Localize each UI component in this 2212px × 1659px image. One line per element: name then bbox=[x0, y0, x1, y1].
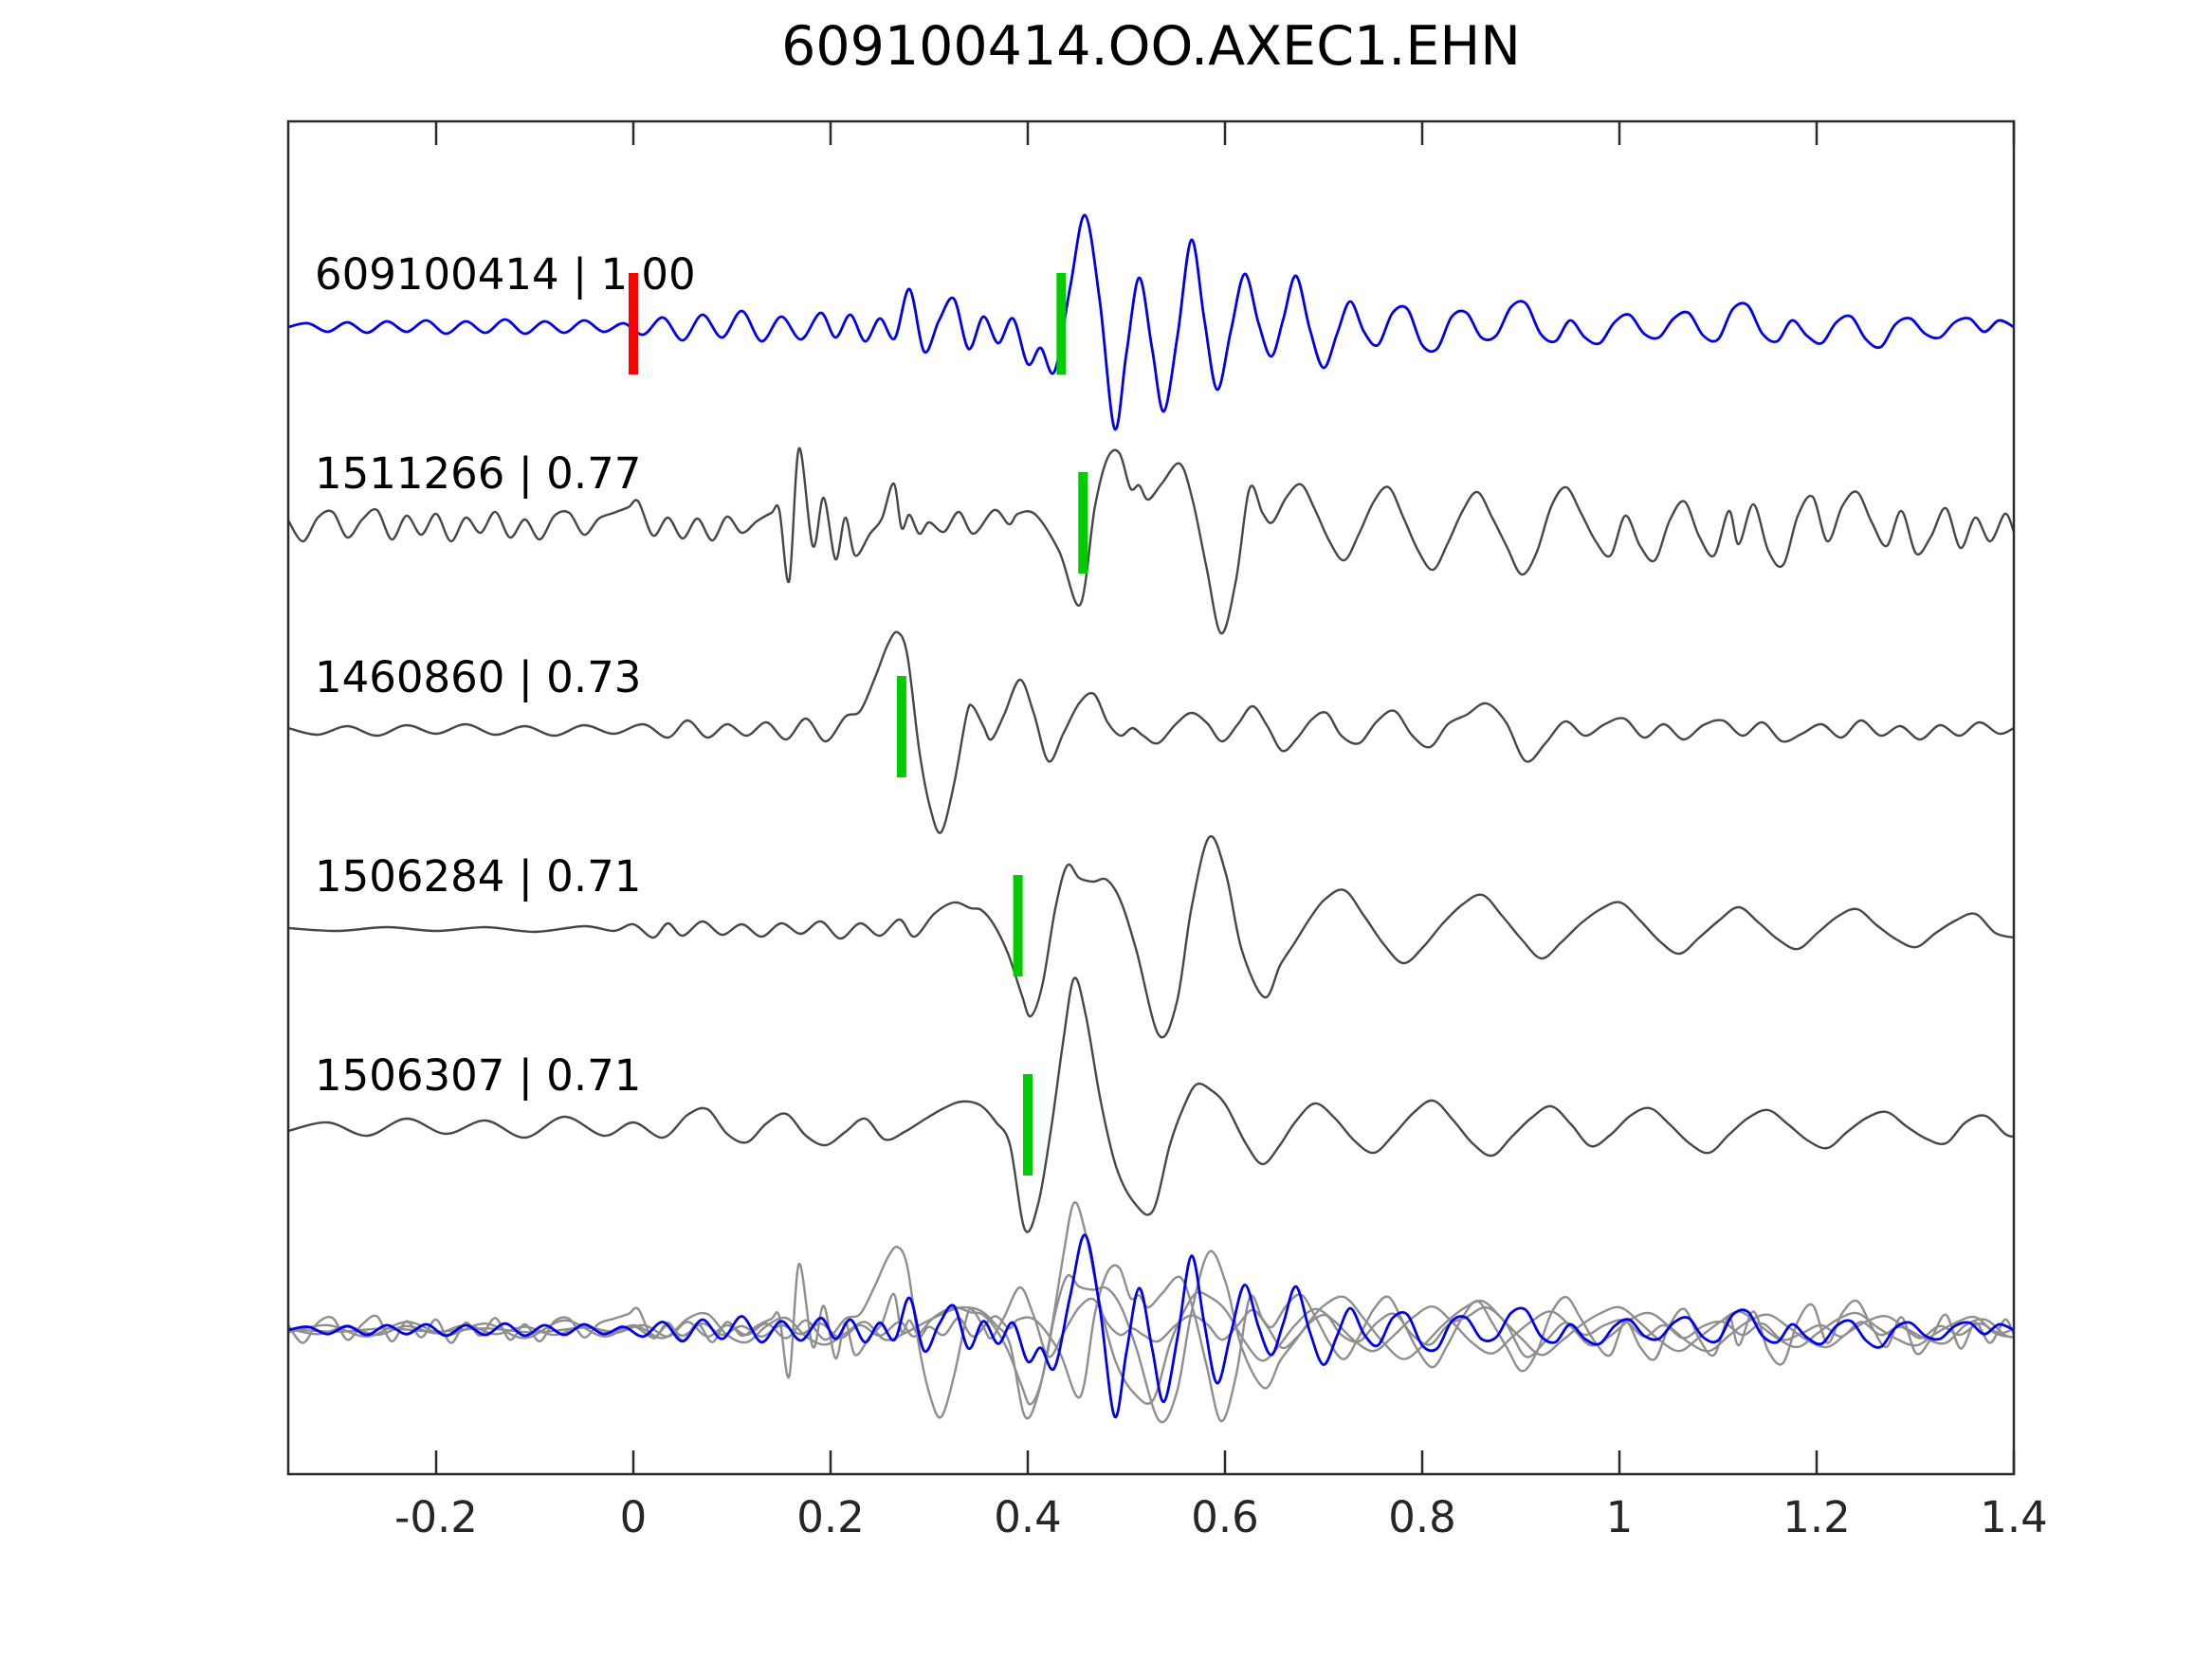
x-tick-label: 1.4 bbox=[1980, 1492, 2048, 1542]
pick-marker-trace-3 bbox=[1013, 875, 1023, 976]
trace-waveform-4 bbox=[288, 976, 2014, 1233]
x-tick-label: 1.2 bbox=[1782, 1492, 1851, 1542]
trace-label-4: 1506307 | 0.71 bbox=[315, 1050, 641, 1101]
overlay-target-waveform bbox=[288, 1233, 2014, 1419]
pick-marker-trace-1 bbox=[1078, 472, 1088, 574]
x-tick-label: 0 bbox=[620, 1492, 648, 1542]
trace-waveform-3 bbox=[288, 834, 2014, 1039]
x-tick-label: 0.4 bbox=[994, 1492, 1062, 1542]
figure-title: 609100414.OO.AXEC1.EHN bbox=[781, 15, 1521, 78]
axes-frame bbox=[286, 119, 2016, 1476]
trace-label-2: 1460860 | 0.73 bbox=[315, 652, 641, 702]
x-tick-label: 0.2 bbox=[796, 1492, 865, 1542]
overlay-template-waveform bbox=[288, 1263, 2014, 1423]
x-tick-label: 0.8 bbox=[1388, 1492, 1456, 1542]
x-tick-label: 0.6 bbox=[1191, 1492, 1259, 1542]
trace-waveform-0 bbox=[288, 213, 2014, 431]
pick-marker-trace-2 bbox=[896, 676, 906, 777]
trace-label-0: 609100414 | 1.00 bbox=[315, 249, 696, 300]
x-tick-label: 1 bbox=[1606, 1492, 1634, 1542]
pick-marker-trace-0 bbox=[1056, 273, 1067, 374]
trace-waveform-1 bbox=[288, 447, 2014, 635]
trace-waveform-2 bbox=[288, 630, 2014, 834]
origin-marker-trace-0 bbox=[629, 273, 638, 374]
trace-label-3: 1506284 | 0.71 bbox=[315, 851, 641, 902]
trace-label-1: 1511266 | 0.77 bbox=[315, 448, 641, 499]
overlay-template-waveform bbox=[288, 1201, 2014, 1420]
x-tick-label: -0.2 bbox=[394, 1492, 478, 1542]
pick-marker-trace-4 bbox=[1023, 1074, 1033, 1176]
